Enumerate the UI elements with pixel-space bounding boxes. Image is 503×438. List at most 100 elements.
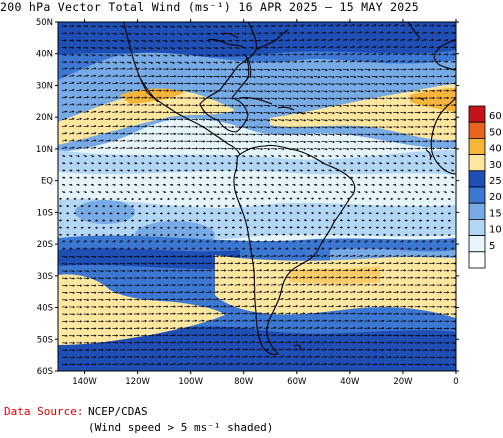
wind-vector [292,291,298,293]
wind-vector [69,89,74,92]
wind-vector-head [415,154,419,158]
wind-vector [141,75,147,77]
wind-vector-head [382,104,385,107]
wind-vector-head [266,32,269,35]
wind-vector-head [375,75,378,79]
wind-vector-head [174,89,177,92]
wind-vector [133,147,140,149]
wind-vector-head [433,233,436,237]
wind-vector-head [394,169,397,172]
wind-vector-head [243,169,246,172]
wind-vector-head [379,183,383,186]
wind-vector [249,341,255,344]
wind-vector-head [195,283,198,287]
wind-vector-head [107,54,111,57]
wind-vector-head [195,312,198,315]
wind-vector [313,133,320,136]
wind-vector [364,39,369,41]
wind-vector-head [174,139,177,143]
wind-vector-head [71,61,75,64]
wind-vector-head [72,277,76,280]
wind-vector-head [210,82,213,85]
wind-vector-head [451,190,455,194]
wind-vector-head [145,67,148,70]
wind-vector [400,262,406,264]
wind-vector-head [64,132,68,135]
wind-vector-head [245,333,248,337]
wind-vector-head [397,219,400,222]
wind-vector-head [296,219,299,222]
wind-vector-head [181,82,184,85]
wind-vector [184,25,189,28]
wind-vector-head [216,333,220,337]
wind-vector-head [73,197,76,201]
wind-vector-head [173,283,176,287]
wind-vector [335,327,341,329]
wind-vector-head [166,139,170,143]
wind-vector-head [281,261,284,265]
wind-vector-head [300,169,304,172]
wind-vector [328,104,335,107]
wind-vector-head [195,326,198,330]
wind-vector-head [166,96,170,99]
wind-vector [141,47,146,49]
wind-vector-head [159,262,162,265]
wind-vector [141,54,146,57]
wind-vector [342,276,348,279]
wind-vector-head [115,146,119,149]
wind-vector-head [77,176,80,179]
wind-vector-head [325,90,328,93]
wind-vector [335,284,341,286]
wind-vector [141,97,147,99]
wind-vector [421,32,427,34]
wind-vector-head [99,190,102,194]
wind-vector-head [58,233,62,236]
wind-vector [133,125,140,128]
wind-vector [292,269,298,272]
wind-vector-head [282,97,285,100]
wind-vector [342,83,349,85]
wind-vector [349,313,356,315]
wind-vector-head [440,212,443,215]
wind-vector [364,140,371,143]
wind-vector [328,119,335,121]
wind-vector [285,112,292,114]
wind-vector-head [71,32,75,35]
wind-vector-head [411,298,414,301]
wind-vector-head [179,61,183,64]
wind-vector-head [137,139,141,142]
wind-vector-head [404,133,407,136]
wind-vector-head [382,312,385,315]
wind-vector-head [375,298,378,301]
wind-vector-head [332,148,335,151]
wind-vector-head [354,147,357,151]
wind-vector-head [418,219,422,222]
wind-vector-head [359,38,363,41]
wind-vector-head [217,111,220,114]
wind-vector-head [266,60,269,64]
wind-vector-head [195,233,198,237]
wind-vector-head [120,247,124,250]
wind-vector-head [311,126,314,129]
wind-vector-head [281,341,284,344]
wind-vector-head [259,32,262,35]
wind-vector [357,119,363,121]
wind-vector-head [80,197,83,201]
wind-vector-head [354,68,357,71]
wind-vector-head [282,104,285,108]
wind-vector-head [115,125,119,128]
wind-vector-head [171,169,174,172]
wind-vector-head [231,204,234,208]
wind-vector-head [138,219,141,222]
wind-vector [321,276,327,279]
wind-vector-head [396,327,399,330]
wind-vector-head [411,262,414,265]
wind-vector [256,104,263,107]
wind-vector [112,68,118,70]
wind-vector [321,305,327,308]
wind-vector [184,327,190,329]
wind-vector-head [309,24,312,27]
wind-vector-head [323,45,327,49]
wind-vector [299,140,306,143]
wind-vector [249,68,256,71]
